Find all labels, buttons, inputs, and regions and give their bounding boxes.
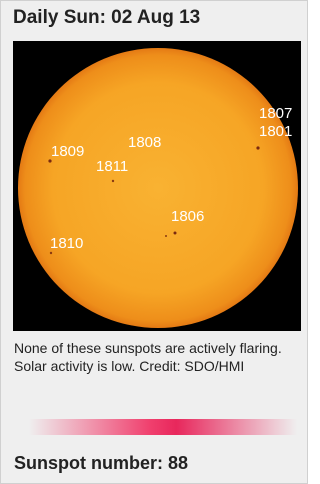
sunspot <box>174 232 177 235</box>
sunspot-label: 1808 <box>128 134 161 151</box>
sunspot-label: 1810 <box>50 235 83 252</box>
caption: None of these sunspots are actively flar… <box>14 339 299 375</box>
sunspot <box>50 252 52 254</box>
sunspot <box>112 180 114 182</box>
sunspot-label: 1811 <box>96 158 128 175</box>
sunspot-label: 1806 <box>171 208 204 225</box>
sunspot-number: Sunspot number: 88 <box>14 453 188 474</box>
title: Daily Sun: 02 Aug 13 <box>13 7 200 29</box>
sunspot <box>256 146 259 149</box>
divider-bar <box>29 419 297 435</box>
sun-image: 1807 1801 1809 1808 1811 1806 1810 <box>13 41 301 331</box>
sunspot-label: 1807 <box>259 105 292 122</box>
sun-widget: Daily Sun: 02 Aug 13 1807 1801 1809 1808… <box>0 0 308 484</box>
sun-disk <box>18 48 298 328</box>
sunspot-label: 1801 <box>259 123 292 140</box>
sunspot-label: 1809 <box>51 143 84 160</box>
sunspot <box>165 235 167 237</box>
